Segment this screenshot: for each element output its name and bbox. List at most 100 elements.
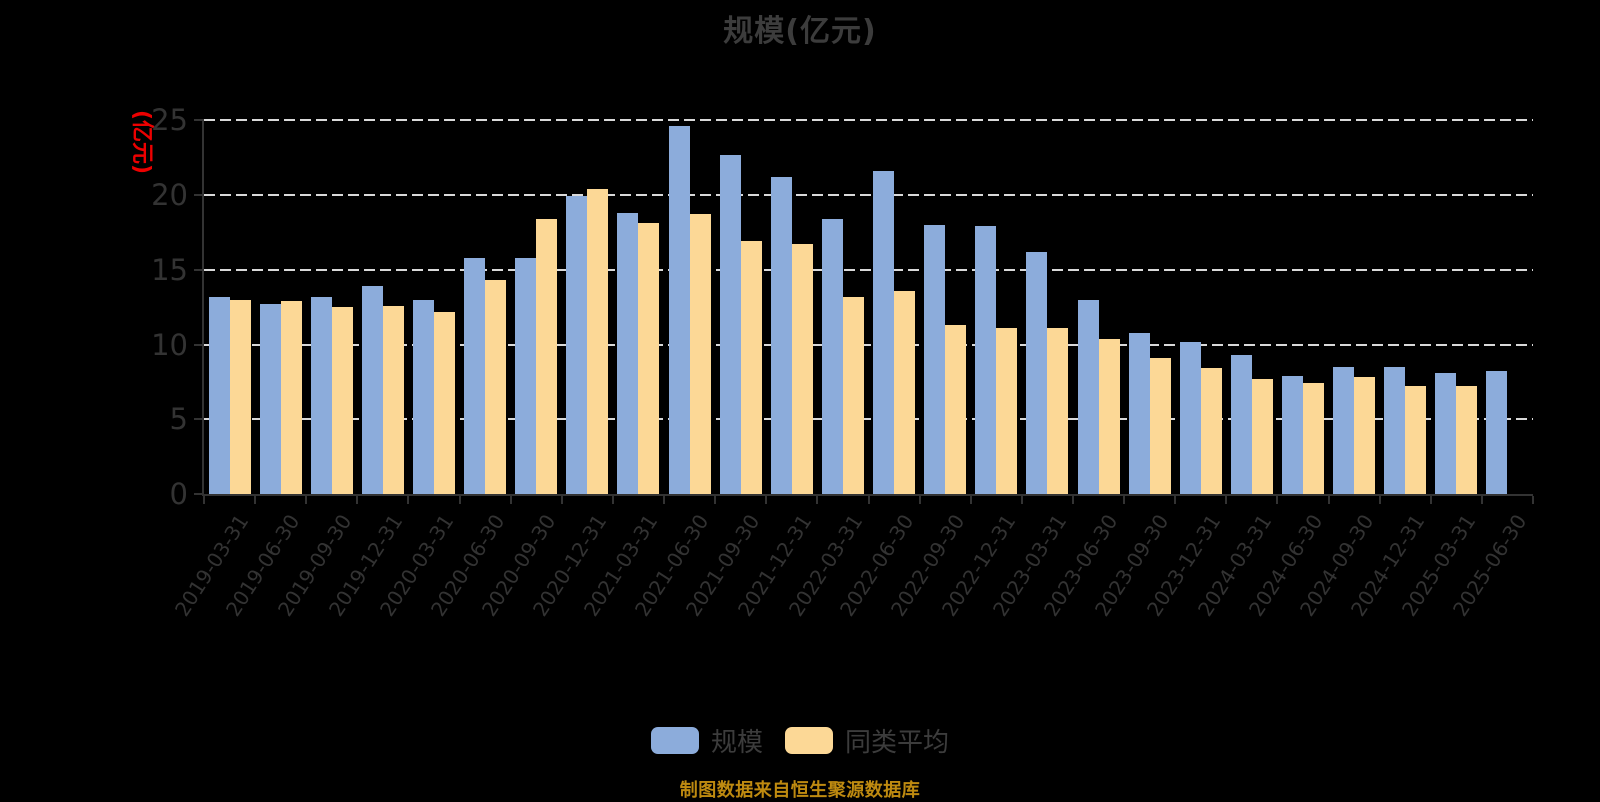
bar-peer-average[interactable]: [382, 305, 404, 494]
bar-scale[interactable]: [464, 257, 486, 494]
bar-scale[interactable]: [1281, 375, 1303, 494]
legend-swatch-scale: [650, 727, 699, 754]
bar-scale[interactable]: [617, 212, 639, 494]
bar-scale[interactable]: [259, 304, 281, 494]
bar-scale[interactable]: [1333, 366, 1355, 494]
gridline-5: [204, 418, 1533, 421]
bar-peer-average[interactable]: [1149, 357, 1171, 494]
gridline-10: [204, 343, 1533, 346]
y-axis-tick-label: 20: [151, 178, 188, 212]
x-axis-tick: [1532, 496, 1534, 504]
legend-item-scale[interactable]: 规模: [650, 722, 763, 759]
bar-peer-average[interactable]: [842, 296, 864, 494]
x-axis-tick: [969, 496, 972, 504]
bar-scale[interactable]: [515, 257, 537, 494]
y-axis-tick: [194, 418, 204, 421]
x-axis-tick: [254, 496, 257, 504]
bar-scale[interactable]: [975, 226, 997, 494]
x-axis-tick: [407, 496, 410, 504]
bar-scale[interactable]: [1179, 341, 1201, 494]
bar-peer-average[interactable]: [485, 280, 507, 494]
bar-peer-average[interactable]: [638, 223, 660, 494]
x-axis-tick: [356, 496, 359, 504]
y-axis-tick: [194, 119, 204, 122]
bar-scale[interactable]: [1230, 354, 1252, 494]
bar-peer-average[interactable]: [1200, 368, 1222, 494]
bar-scale[interactable]: [668, 126, 690, 494]
bar-peer-average[interactable]: [587, 189, 609, 494]
chart-title: 规模(亿元): [723, 14, 877, 49]
x-axis-tick: [663, 496, 666, 504]
bar-peer-average[interactable]: [894, 290, 916, 494]
bar-scale[interactable]: [821, 218, 843, 494]
data-source-note: 制图数据来自恒生聚源数据库: [679, 780, 921, 801]
bar-peer-average[interactable]: [229, 299, 251, 494]
bar-peer-average[interactable]: [689, 214, 711, 494]
bar-scale[interactable]: [1128, 332, 1150, 494]
x-axis-tick: [1378, 496, 1381, 504]
x-axis-tick: [1123, 496, 1126, 504]
bar-peer-average[interactable]: [1354, 377, 1376, 494]
bar-scale[interactable]: [1486, 371, 1508, 494]
bar-peer-average[interactable]: [536, 218, 558, 494]
bar-scale[interactable]: [1435, 372, 1457, 494]
y-axis-tick: [194, 493, 204, 495]
bar-peer-average[interactable]: [280, 301, 302, 494]
bar-peer-average[interactable]: [1302, 383, 1324, 494]
bar-peer-average[interactable]: [996, 328, 1018, 494]
legend: 规模 同类平均: [0, 722, 1600, 759]
y-axis-tick-label: 0: [169, 477, 188, 511]
bar-scale[interactable]: [1077, 299, 1099, 494]
y-axis-tick-label: 15: [151, 252, 188, 287]
gridline-25: [204, 119, 1533, 122]
legend-label-peer-average: 同类平均: [845, 728, 950, 758]
bar-scale[interactable]: [1384, 366, 1406, 494]
x-axis-tick: [1020, 496, 1023, 504]
x-axis-tick: [765, 496, 768, 504]
y-axis-tick-label: 5: [169, 402, 188, 437]
bar-scale[interactable]: [873, 171, 895, 494]
bar-scale[interactable]: [924, 224, 946, 494]
x-axis-tick: [1327, 496, 1330, 504]
bar-peer-average[interactable]: [1456, 386, 1478, 494]
bar-scale[interactable]: [361, 286, 383, 494]
bar-peer-average[interactable]: [1405, 386, 1427, 494]
x-axis-tick: [1174, 496, 1177, 504]
x-axis-tick: [458, 496, 461, 504]
bar-peer-average[interactable]: [945, 325, 967, 494]
gridline-15: [204, 268, 1533, 271]
bar-scale[interactable]: [719, 154, 741, 494]
y-axis-tick: [194, 343, 204, 346]
x-axis-tick: [1276, 496, 1279, 504]
y-axis-line: [202, 120, 204, 496]
bar-peer-average[interactable]: [1047, 328, 1069, 494]
y-axis-tick-label: 25: [151, 103, 188, 138]
legend-item-peer-average[interactable]: 同类平均: [785, 722, 949, 759]
legend-swatch-peer-average: [785, 727, 833, 754]
bar-peer-average[interactable]: [434, 311, 456, 494]
bar-peer-average[interactable]: [740, 241, 762, 494]
x-axis-tick: [305, 496, 308, 504]
bar-peer-average[interactable]: [331, 307, 353, 494]
bar-scale[interactable]: [566, 196, 588, 494]
legend-label-scale: 规模: [710, 728, 763, 758]
bar-scale[interactable]: [770, 177, 792, 494]
x-axis-line: [202, 494, 1533, 496]
x-axis-tick: [816, 496, 819, 504]
bar-scale[interactable]: [1026, 251, 1048, 494]
x-axis-tick: [1225, 496, 1228, 504]
x-axis-tick: [1480, 496, 1483, 504]
x-axis-tick: [867, 496, 870, 504]
x-axis-tick: [509, 496, 512, 504]
x-axis-tick: [918, 496, 921, 504]
x-axis-tick: [1429, 496, 1432, 504]
y-axis-tick: [194, 194, 204, 196]
bar-peer-average[interactable]: [791, 244, 813, 494]
bar-scale[interactable]: [310, 296, 332, 494]
y-axis-tick: [194, 268, 204, 271]
bar-peer-average[interactable]: [1251, 378, 1273, 494]
bar-scale[interactable]: [413, 299, 435, 494]
bar-scale[interactable]: [208, 296, 230, 494]
bar-peer-average[interactable]: [1098, 338, 1120, 494]
